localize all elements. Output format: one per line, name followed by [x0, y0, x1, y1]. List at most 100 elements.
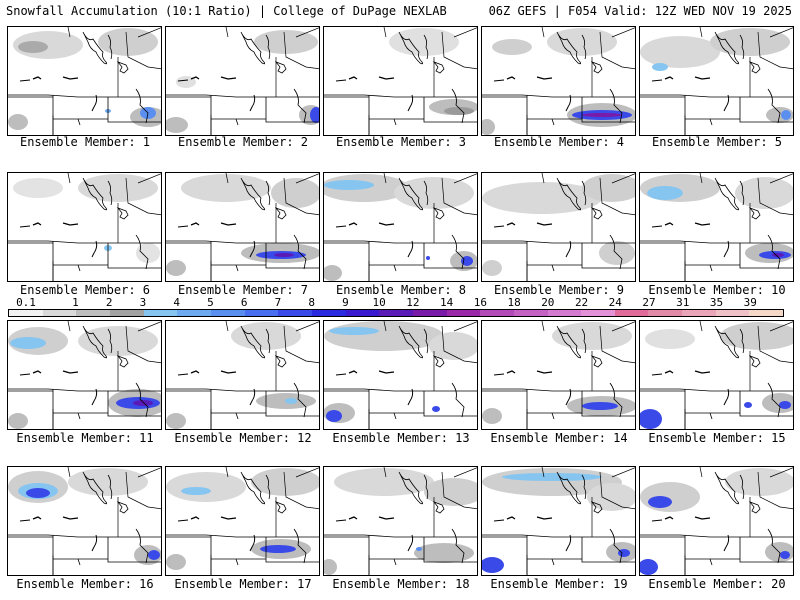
ensemble-member-label: Ensemble Member: 15 [648, 431, 786, 445]
snowfall-map-graphic [8, 467, 161, 575]
snowfall-map-graphic [324, 27, 477, 135]
ensemble-member-map [323, 26, 478, 136]
colorbar-tick-label: 5 [207, 296, 214, 309]
colorbar-swatch [412, 310, 447, 316]
ensemble-member-map [323, 320, 478, 430]
snowfall-map-graphic [8, 173, 161, 281]
colorbar-tick-label: 4 [173, 296, 180, 309]
colorbar-swatch [682, 310, 716, 316]
ensemble-member-map [639, 26, 794, 136]
ensemble-member-map [165, 320, 320, 430]
ensemble-member-map [165, 466, 320, 576]
colorbar-tick-label: 20 [541, 296, 555, 309]
ensemble-member-label: Ensemble Member: 6 [19, 283, 151, 297]
colorbar-swatch [379, 310, 413, 316]
ensemble-member-map [639, 466, 794, 576]
colorbar-ticks: 0.1 1 2 3 4 5 6 7 8 9 10 12 14 16 18 20 22 24 27 31 35 39 [8, 296, 784, 309]
ensemble-member-label: Ensemble Member: 3 [335, 135, 467, 149]
colorbar-swatch [513, 310, 548, 316]
ensemble-member-label: Ensemble Member: 7 [177, 283, 309, 297]
ensemble-member-label: Ensemble Member: 10 [648, 283, 786, 297]
map-title: Snowfall Accumulation (10:1 Ratio) | Col… [6, 4, 447, 18]
ensemble-member-label: Ensemble Member: 20 [648, 577, 786, 591]
colorbar-swatch [9, 310, 43, 316]
snowfall-map-graphic [482, 173, 635, 281]
colorbar-tick-label: 39 [743, 296, 757, 309]
ensemble-member-label: Ensemble Member: 19 [490, 577, 628, 591]
colorbar-swatch [278, 310, 312, 316]
colorbar-tick-label: 14 [439, 296, 454, 309]
colorbar-tick-label: 18 [507, 296, 521, 309]
colorbar-tick-label: 2 [105, 296, 113, 309]
snowfall-map-graphic [640, 467, 793, 575]
colorbar-tick-label: 7 [274, 296, 282, 309]
colorbar-swatch [311, 310, 346, 316]
colorbar-tick-label: 6 [240, 296, 248, 309]
ensemble-member-map [7, 26, 162, 136]
snowfall-map-graphic [482, 27, 635, 135]
ensemble-member-label: Ensemble Member: 13 [332, 431, 470, 445]
ensemble-member-map [7, 172, 162, 282]
snowfall-map-graphic [482, 467, 635, 575]
ensemble-member-label: Ensemble Member: 11 [16, 431, 154, 445]
colorbar-swatch [547, 310, 582, 316]
colorbar-tick-label: 27 [642, 296, 656, 309]
colorbar-swatch [749, 310, 784, 316]
ensemble-member-map [481, 26, 636, 136]
ensemble-member-map [481, 172, 636, 282]
ensemble-member-label: Ensemble Member: 5 [651, 135, 783, 149]
colorbar-tick-label: 0.1 [16, 296, 36, 309]
snowfall-map-graphic [640, 321, 793, 429]
ensemble-member-map [639, 172, 794, 282]
snowfall-map-graphic [166, 467, 319, 575]
colorbar-swatch [143, 310, 178, 316]
colorbar-tick-label: 22 [574, 296, 589, 309]
snowfall-map-graphic [166, 173, 319, 281]
ensemble-member-map [165, 172, 320, 282]
ensemble-member-label: Ensemble Member: 8 [335, 283, 467, 297]
snowfall-map-graphic [324, 321, 477, 429]
run-info: 06Z GEFS | F054 Valid: 12Z WED NOV 19 20… [488, 4, 792, 18]
snowfall-map-graphic [166, 27, 319, 135]
ensemble-member-label: Ensemble Member: 1 [19, 135, 151, 149]
snowfall-map-graphic [324, 467, 477, 575]
colorbar-tick-label: 1 [72, 296, 79, 309]
colorbar-swatch [109, 310, 144, 316]
colorbar-tick-label: 16 [473, 296, 487, 309]
colorbar-tick-label: 9 [342, 296, 349, 309]
colorbar-swatch [177, 310, 211, 316]
colorbar-swatch [480, 310, 514, 316]
ensemble-member-label: Ensemble Member: 2 [177, 135, 309, 149]
ensemble-member-map [323, 172, 478, 282]
ensemble-member-map [481, 466, 636, 576]
ensemble-member-label: Ensemble Member: 16 [16, 577, 154, 591]
colorbar-swatch [648, 310, 683, 316]
ensemble-member-label: Ensemble Member: 18 [332, 577, 470, 591]
colorbar-tick-label: 8 [308, 296, 315, 309]
colorbar-swatch [446, 310, 481, 316]
snowfall-map-graphic [640, 173, 793, 281]
colorbar-tick-label: 12 [406, 296, 420, 309]
colorbar-swatch [76, 310, 110, 316]
snowfall-map-graphic [166, 321, 319, 429]
colorbar-tick-label: 10 [372, 296, 386, 309]
ensemble-member-map [7, 320, 162, 430]
ensemble-member-label: Ensemble Member: 9 [493, 283, 625, 297]
snowfall-map-graphic [482, 321, 635, 429]
colorbar-tick-label: 24 [608, 296, 622, 309]
colorbar-tick-label: 31 [676, 296, 690, 309]
colorbar-tick-label: 3 [139, 296, 147, 309]
ensemble-member-map [323, 466, 478, 576]
ensemble-member-map [7, 466, 162, 576]
snowfall-map-graphic [8, 321, 161, 429]
ensemble-member-label: Ensemble Member: 12 [174, 431, 312, 445]
ensemble-member-label: Ensemble Member: 17 [174, 577, 312, 591]
colorbar-swatch [42, 310, 77, 316]
snowfall-map-graphic [324, 173, 477, 281]
ensemble-member-map [481, 320, 636, 430]
colorbar [8, 309, 784, 317]
colorbar-swatch [345, 310, 380, 316]
ensemble-member-map [639, 320, 794, 430]
snowfall-map-graphic [640, 27, 793, 135]
snowfall-map-graphic [8, 27, 161, 135]
